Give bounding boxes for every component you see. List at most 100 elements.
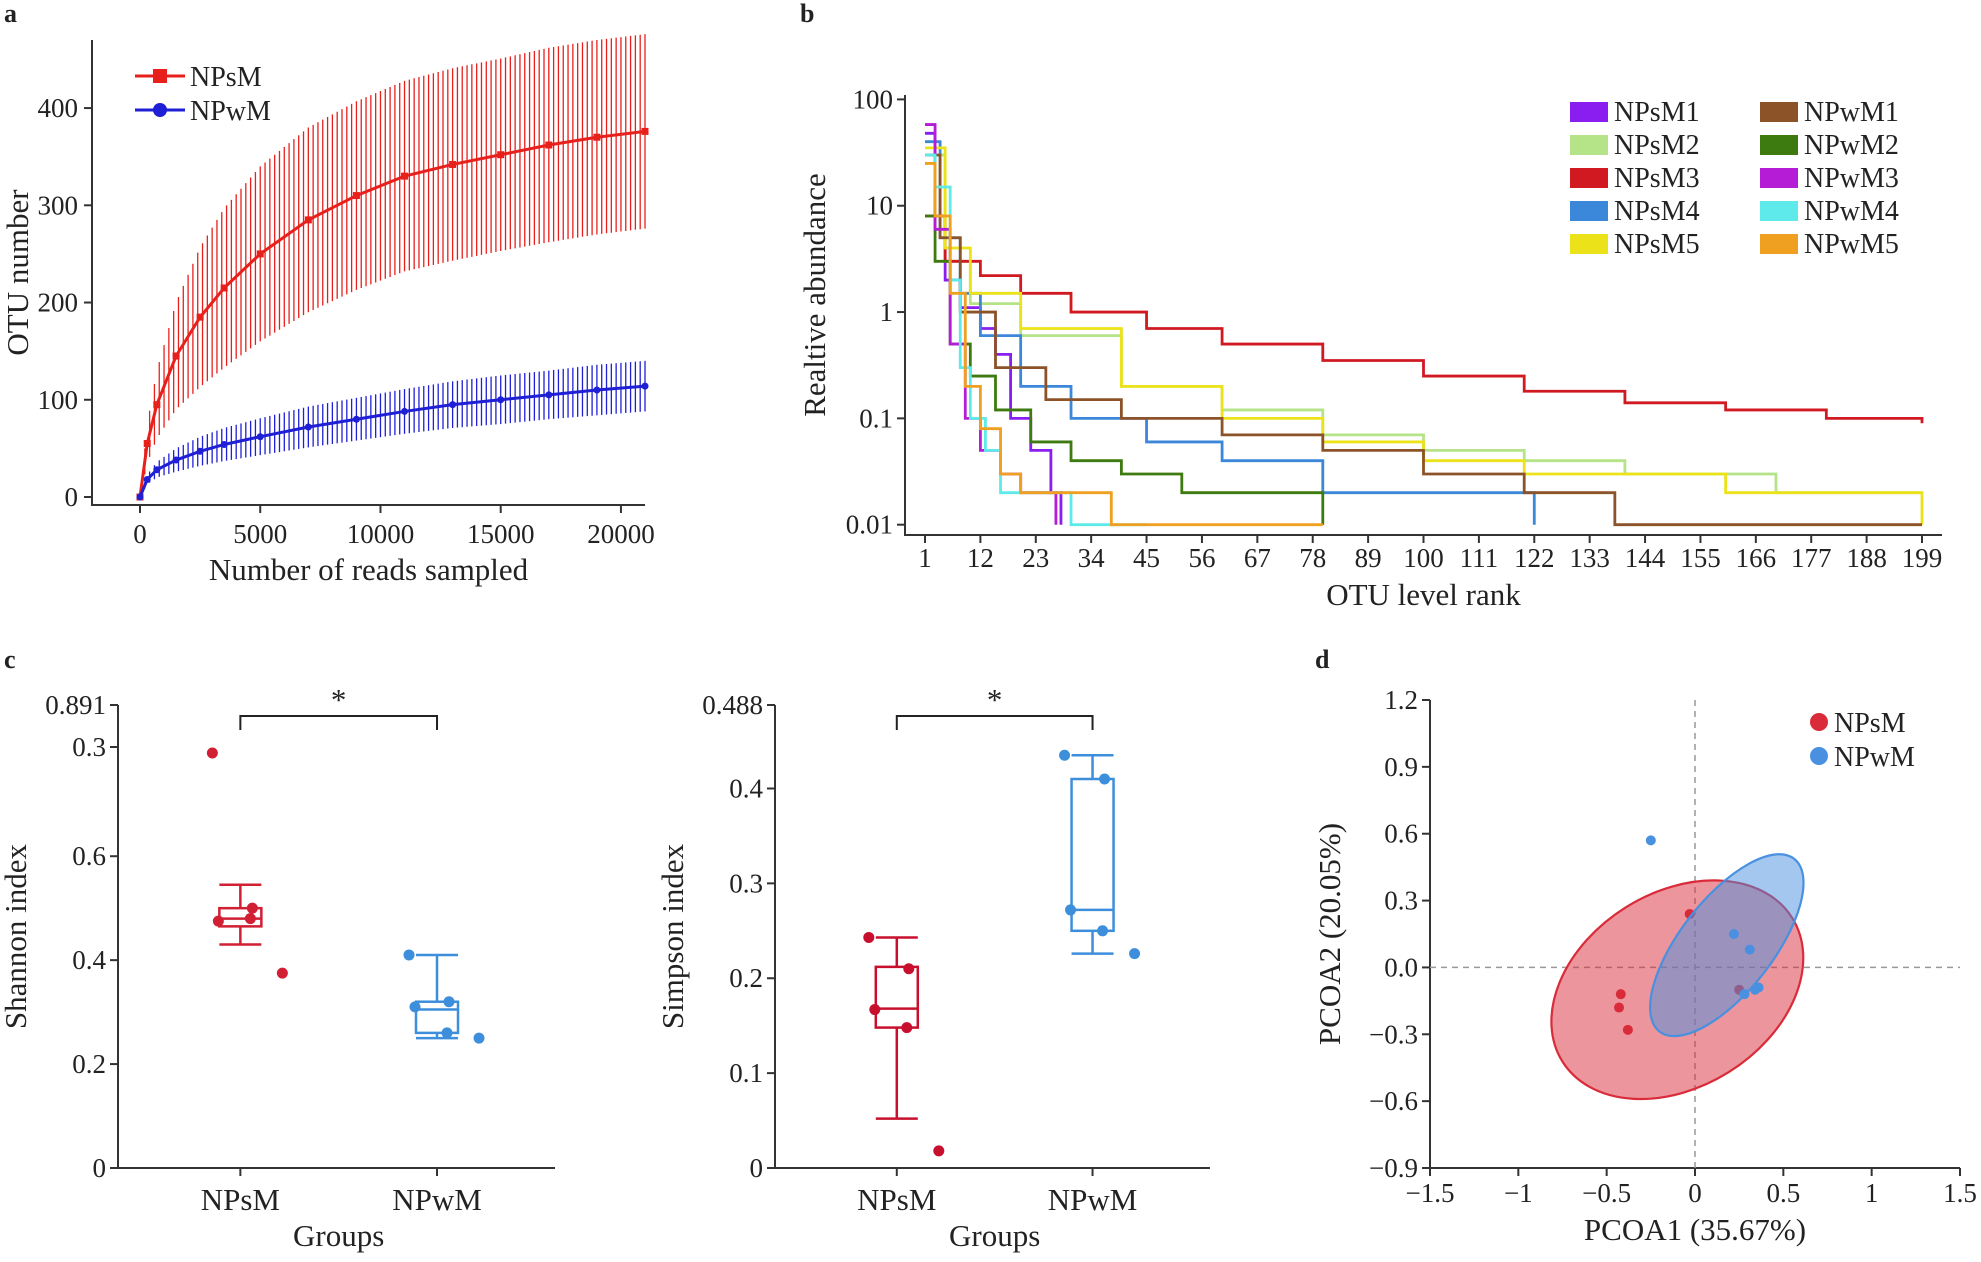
y-tick-label: 1.2 xyxy=(1384,685,1418,715)
y-tick-label: 0.9 xyxy=(1384,752,1418,782)
y-tick-label: 100 xyxy=(38,385,79,415)
y-tick-label: 200 xyxy=(38,288,79,318)
box-NPwM xyxy=(1070,777,1115,933)
legend-label-NPsM: NPsM xyxy=(190,62,262,93)
point-NPwM xyxy=(401,407,409,415)
point-NPwM xyxy=(545,391,553,399)
x-tick-label: 100 xyxy=(1403,543,1444,573)
point-NPsM xyxy=(196,313,204,321)
series-line-NPwM xyxy=(138,384,646,498)
y-tick-label: −0.3 xyxy=(1369,1019,1418,1049)
y-tick-label: 0.3 xyxy=(729,868,763,898)
point-NPsM xyxy=(1614,1002,1625,1013)
x-tick-label: 23 xyxy=(1022,543,1049,573)
y-axis-label: Simpson index xyxy=(655,843,690,1029)
point-NPsM xyxy=(220,284,228,292)
point-NPsM xyxy=(863,931,875,943)
point-NPwM xyxy=(1099,773,1111,785)
x-tick-label: NPwM xyxy=(392,1182,482,1217)
x-tick-label: 0 xyxy=(1688,1178,1702,1208)
significance-bracket xyxy=(895,715,1094,730)
y-axis-label: Shannon index xyxy=(0,843,33,1029)
x-tick-label: 1.5 xyxy=(1943,1178,1977,1208)
legend-label-NPwM2: NPwM2 xyxy=(1804,130,1899,161)
y-tick-label: 0.3 xyxy=(1384,886,1418,916)
series-line-NPwM5 xyxy=(925,162,1323,527)
series-line-NPwM1 xyxy=(925,153,1922,527)
panel-label-c: c xyxy=(4,645,16,674)
point-NPsM xyxy=(593,133,601,141)
legend-label-NPsM5: NPsM5 xyxy=(1614,229,1700,260)
x-tick-label: 122 xyxy=(1514,543,1555,573)
point-NPwM xyxy=(473,1032,485,1044)
y-tick-label: 0.1 xyxy=(729,1058,763,1088)
legend-swatch-NPwM3 xyxy=(1760,168,1798,188)
point-NPwM xyxy=(1728,929,1739,939)
point-NPsM xyxy=(212,915,224,927)
point-NPsM xyxy=(933,1145,945,1157)
y-tick-label: 0.4 xyxy=(729,773,763,803)
legend-label-NPsM: NPsM xyxy=(1834,708,1906,739)
x-tick-label: 78 xyxy=(1299,543,1326,573)
point-NPwM xyxy=(143,475,151,483)
y-axis-label: PCOA2 (20.05%) xyxy=(1312,823,1347,1045)
significance-star: * xyxy=(987,682,1003,717)
point-NPsM xyxy=(172,352,180,360)
x-tick-label: NPsM xyxy=(857,1182,936,1217)
point-NPsM xyxy=(869,1004,881,1016)
x-tick-label: 177 xyxy=(1791,543,1832,573)
x-tick-label: 111 xyxy=(1460,543,1499,573)
point-NPwM xyxy=(593,386,601,394)
x-tick-label: 0.5 xyxy=(1766,1178,1800,1208)
x-tick-label: 89 xyxy=(1355,543,1382,573)
point-NPsM xyxy=(1615,989,1626,1000)
x-axis-label: Number of reads sampled xyxy=(209,552,529,587)
x-tick-label: 188 xyxy=(1846,543,1887,573)
point-NPwM xyxy=(352,415,360,423)
point-NPsM xyxy=(641,127,649,135)
x-tick-label: −1 xyxy=(1504,1178,1533,1208)
x-axis-label: PCOA1 (35.67%) xyxy=(1584,1212,1806,1247)
x-tick-label: 133 xyxy=(1569,543,1610,573)
significance-star: * xyxy=(331,682,347,717)
point-NPwM xyxy=(1753,982,1764,993)
point-NPwM xyxy=(220,440,228,448)
y-tick-label: 0.2 xyxy=(729,963,763,993)
y-tick-label: 10 xyxy=(866,191,893,221)
point-NPwM xyxy=(1739,989,1750,1000)
axis-lines xyxy=(774,705,1210,1169)
point-NPwM xyxy=(153,466,161,474)
y-tick-label: 400 xyxy=(38,93,79,123)
y-tick-label: 0.1 xyxy=(859,403,893,433)
point-NPwM xyxy=(403,949,415,961)
point-NPsM xyxy=(901,1022,913,1034)
legend-swatch-NPsM2 xyxy=(1570,135,1608,155)
point-NPwM xyxy=(1059,749,1071,761)
axis-lines xyxy=(91,40,645,506)
legend-swatch-NPsM4 xyxy=(1570,201,1608,221)
x-tick-label: 34 xyxy=(1078,543,1106,573)
rank-abundance-chart: 0.01 0.1 1 10 100 1 12 23 34 45 56 67 78 89 100 111 122 1… xyxy=(797,84,1942,612)
point-NPwM xyxy=(441,1027,453,1039)
x-tick-label: 20000 xyxy=(587,519,655,549)
point-NPsM xyxy=(903,963,915,975)
series-line-NPwM2 xyxy=(925,214,1325,525)
point-NPwM xyxy=(1645,835,1656,846)
legend-label-NPwM1: NPwM1 xyxy=(1804,97,1899,128)
point-NPwM xyxy=(497,396,505,404)
point-NPwM xyxy=(1129,948,1141,960)
y-tick-label: 0.2 xyxy=(72,1049,106,1079)
legend-marker-NPwM xyxy=(153,103,167,117)
x-tick-label: 5000 xyxy=(233,519,287,549)
x-tick-label: 1 xyxy=(1865,1178,1879,1208)
point-NPsM xyxy=(256,250,264,258)
point-NPwM xyxy=(449,401,457,409)
x-tick-label: 45 xyxy=(1133,543,1160,573)
point-NPsM xyxy=(497,151,505,159)
series-line-NPsM3 xyxy=(925,214,1924,424)
y-tick-label: 0.488 xyxy=(702,690,763,720)
x-tick-label: −1.5 xyxy=(1406,1178,1455,1208)
